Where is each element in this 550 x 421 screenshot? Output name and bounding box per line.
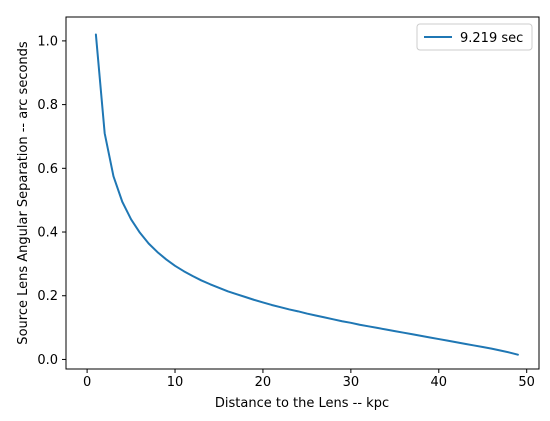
x-tick-label: 0: [83, 375, 91, 390]
series-line: [94, 33, 519, 356]
legend-box: [416, 23, 533, 51]
y-tick-label: 0.2: [37, 289, 58, 304]
y-tick-label: 0.0: [37, 353, 58, 368]
legend: 9.219 sec: [416, 23, 533, 51]
x-tick-label: 10: [167, 375, 184, 390]
plot-area: [65, 16, 540, 370]
legend-entry-label: 9.219 sec: [460, 31, 523, 46]
series-group: [94, 33, 519, 356]
x-tick-label: 40: [430, 375, 447, 390]
y-tick-label: 0.6: [37, 162, 58, 177]
x-tick-label: 20: [255, 375, 272, 390]
x-axis-ticks: 0 10 20 30 40 50: [83, 369, 535, 390]
y-axis-ticks: 0.0 0.2 0.4 0.6 0.8 1.0: [37, 34, 66, 368]
y-tick-label: 0.4: [37, 226, 58, 241]
x-tick-label: 30: [343, 375, 360, 390]
x-tick-label: 50: [518, 375, 535, 390]
y-tick-label: 0.8: [37, 98, 58, 113]
y-tick-label: 1.0: [37, 34, 58, 49]
y-axis-label: Source Lens Angular Separation -- arc se…: [16, 41, 31, 345]
x-axis-label: Distance to the Lens -- kpc: [215, 396, 389, 411]
